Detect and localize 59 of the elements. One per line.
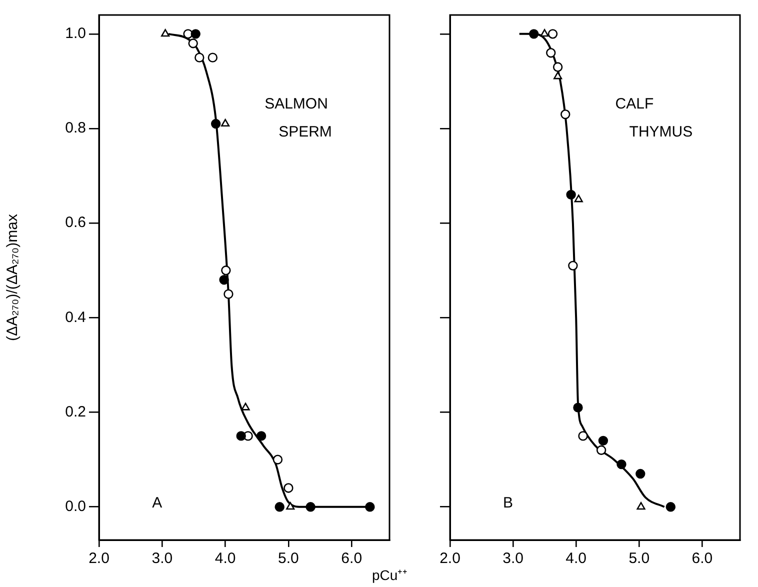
x-axis-title: pCu⁺⁺ bbox=[372, 566, 408, 584]
point bbox=[568, 260, 578, 271]
point bbox=[574, 194, 583, 202]
point bbox=[208, 52, 218, 62]
point bbox=[194, 52, 204, 62]
y-tick-label: 0.8 bbox=[65, 120, 86, 137]
point bbox=[554, 72, 562, 80]
point bbox=[616, 459, 626, 470]
point bbox=[241, 402, 250, 410]
y-tick-label: 0.4 bbox=[65, 308, 86, 326]
x-tick-label: 5.0 bbox=[278, 550, 299, 568]
point bbox=[596, 445, 606, 455]
x-tick-label: 4.0 bbox=[566, 550, 587, 568]
point bbox=[210, 118, 221, 129]
point bbox=[274, 502, 284, 512]
point bbox=[286, 502, 295, 510]
x-tick-label: 6.0 bbox=[341, 550, 362, 568]
point bbox=[573, 402, 583, 412]
point bbox=[666, 502, 676, 512]
annotation: SALMON SPERM bbox=[264, 95, 332, 140]
x-tick-label: 3.0 bbox=[152, 550, 173, 568]
point bbox=[284, 483, 294, 493]
annotation: A bbox=[152, 494, 162, 512]
point bbox=[190, 29, 200, 39]
point bbox=[365, 502, 375, 512]
point bbox=[219, 275, 229, 285]
x-tick-label: 6.0 bbox=[692, 550, 713, 568]
point bbox=[188, 38, 198, 48]
y-axis-title: (ΔA₂₇₀)/(ΔA₂₇₀)max bbox=[4, 214, 22, 341]
annotation: CALF THYMUS bbox=[615, 95, 693, 140]
point bbox=[636, 502, 646, 510]
point bbox=[272, 454, 283, 464]
point bbox=[578, 431, 588, 441]
x-tick-label: 3.0 bbox=[502, 550, 524, 568]
point bbox=[306, 502, 316, 512]
point bbox=[161, 29, 170, 37]
point bbox=[636, 468, 646, 479]
y-tick-label: 0.2 bbox=[65, 403, 86, 420]
point bbox=[236, 431, 246, 441]
point bbox=[560, 109, 570, 120]
annotation: B bbox=[502, 494, 514, 512]
y-tick-label: 0.0 bbox=[65, 498, 86, 516]
point bbox=[546, 48, 556, 58]
point bbox=[256, 431, 266, 441]
y-tick-label: 1.0 bbox=[65, 25, 86, 42]
point bbox=[529, 29, 539, 39]
point bbox=[552, 62, 563, 72]
x-tick-label: 4.0 bbox=[214, 550, 236, 568]
x-tick-label: 5.0 bbox=[628, 550, 650, 568]
point bbox=[548, 29, 558, 39]
point bbox=[221, 266, 231, 276]
x-tick-label: 2.0 bbox=[440, 550, 460, 568]
x-tick-label: 2.0 bbox=[88, 550, 110, 568]
point bbox=[540, 29, 549, 37]
point bbox=[221, 118, 230, 127]
point bbox=[598, 436, 608, 446]
point bbox=[224, 289, 234, 299]
point bbox=[566, 190, 576, 200]
y-tick-label: 0.6 bbox=[65, 214, 86, 232]
